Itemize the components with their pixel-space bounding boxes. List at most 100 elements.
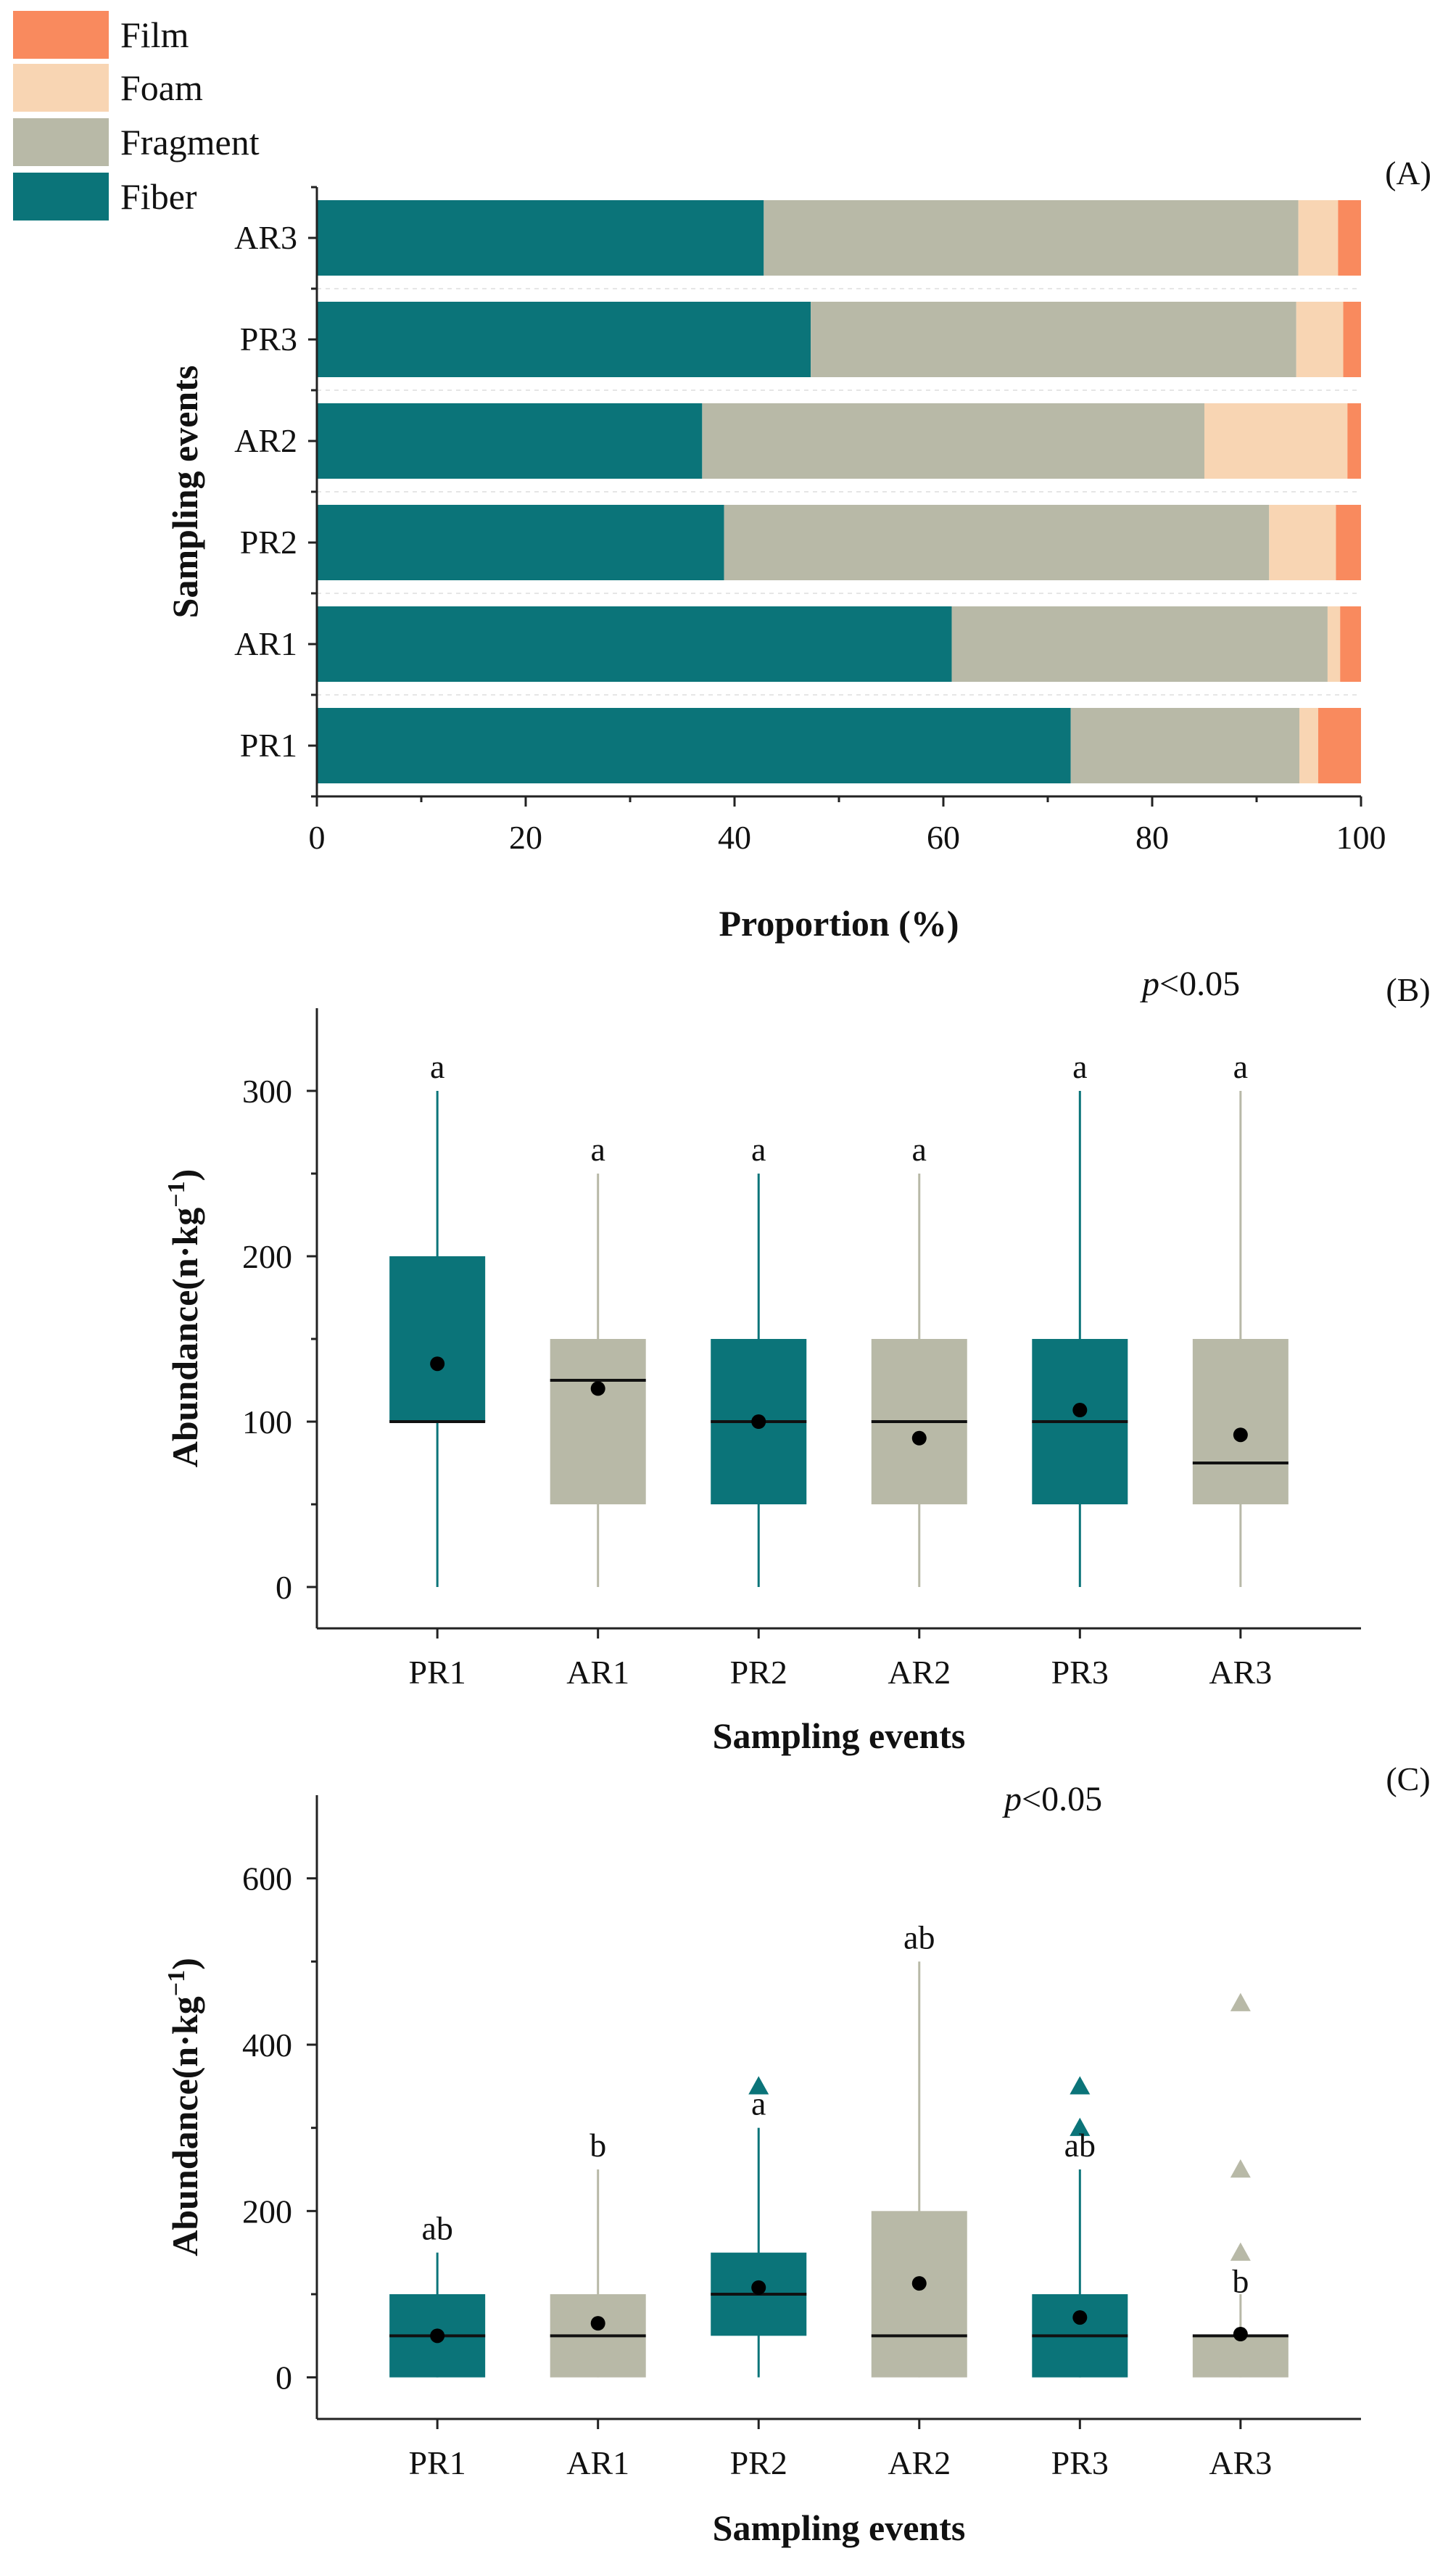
x-tick-label-60: 60 bbox=[927, 819, 960, 856]
y-tick-label-ar3: AR3 bbox=[234, 219, 297, 256]
bar-film-ar1 bbox=[1340, 606, 1361, 682]
bar-fiber-ar1 bbox=[317, 606, 952, 682]
significance-letter-pr2: a bbox=[751, 2085, 766, 2122]
box-ar3 bbox=[1192, 2336, 1289, 2378]
legend-label-fragment: Fragment bbox=[120, 122, 260, 162]
y-tick-label-0: 0 bbox=[276, 1569, 292, 1606]
mean-dot-ar1 bbox=[590, 1381, 605, 1396]
y-tick-label-ar2: AR2 bbox=[234, 422, 297, 459]
mean-dot-pr3 bbox=[1072, 1403, 1088, 1418]
bar-fragment-ar2 bbox=[702, 403, 1204, 479]
y-axis-title-b: Abundance(n·kg−1) bbox=[163, 1169, 205, 1468]
x-tick-label-40: 40 bbox=[718, 819, 751, 856]
mean-dot-pr1 bbox=[430, 1356, 445, 1372]
y-tick-label-200: 200 bbox=[242, 1238, 292, 1275]
x-tick-label-100: 100 bbox=[1336, 819, 1386, 856]
bar-foam-ar2 bbox=[1204, 403, 1348, 479]
legend-swatch-fiber bbox=[13, 173, 109, 220]
bar-film-pr3 bbox=[1343, 302, 1361, 377]
p-rest: <0.05 bbox=[1022, 1780, 1102, 1818]
box-pr1 bbox=[389, 1256, 486, 1422]
legend-swatch-film bbox=[13, 11, 109, 59]
outlier-marker-ar3 bbox=[1230, 2159, 1251, 2178]
bar-fiber-pr1 bbox=[317, 708, 1071, 783]
y-tick-label-ar1: AR1 bbox=[234, 625, 297, 662]
mean-dot-ar2 bbox=[911, 2276, 927, 2291]
outlier-marker-pr3 bbox=[1070, 2117, 1091, 2136]
x-tick-label-pr2: PR2 bbox=[730, 2444, 787, 2481]
y-axis-title-close: ) bbox=[165, 1958, 205, 1970]
bar-foam-pr3 bbox=[1296, 302, 1344, 377]
p-value-annotation-b: p<0.05 bbox=[1140, 965, 1240, 1003]
y-tick-label-100: 100 bbox=[242, 1404, 292, 1440]
outlier-marker-pr3 bbox=[1070, 2076, 1091, 2095]
box-ar1 bbox=[550, 1339, 646, 1504]
panel-label-c: (C) bbox=[1386, 1760, 1430, 1797]
y-axis-title-superscript: −1 bbox=[163, 1181, 190, 1207]
box-ar2 bbox=[871, 2211, 967, 2378]
y-axis-title-superscript: −1 bbox=[163, 1970, 190, 1996]
legend-label-fiber: Fiber bbox=[120, 176, 197, 217]
bar-fragment-pr3 bbox=[811, 302, 1296, 377]
panel-label-a: (A) bbox=[1385, 154, 1431, 191]
significance-letter-ar1: b bbox=[590, 2127, 606, 2164]
bar-film-pr2 bbox=[1336, 505, 1361, 580]
x-axis-title-b: Sampling events bbox=[713, 1715, 966, 1756]
significance-letter-pr3: a bbox=[1072, 1048, 1087, 1085]
y-tick-label-pr1: PR1 bbox=[240, 727, 297, 764]
x-tick-label-pr1: PR1 bbox=[409, 2444, 466, 2481]
mean-dot-pr3 bbox=[1072, 2310, 1088, 2325]
x-tick-label-ar1: AR1 bbox=[566, 2444, 629, 2481]
y-tick-label-200: 200 bbox=[242, 2193, 292, 2230]
y-tick-label-pr2: PR2 bbox=[240, 524, 297, 561]
mean-dot-ar3 bbox=[1233, 2327, 1248, 2342]
x-axis-title-a: Proportion (%) bbox=[719, 903, 959, 944]
outlier-marker-ar3 bbox=[1230, 1992, 1251, 2011]
p-italic: p bbox=[1002, 1780, 1022, 1818]
x-tick-label-0: 0 bbox=[309, 819, 326, 856]
outlier-marker-pr2 bbox=[748, 2076, 769, 2095]
p-italic: p bbox=[1140, 965, 1159, 1003]
mean-dot-pr1 bbox=[430, 2328, 445, 2344]
significance-letter-ar3: b bbox=[1232, 2262, 1249, 2299]
x-tick-label-ar3: AR3 bbox=[1209, 1654, 1272, 1691]
bar-fragment-ar3 bbox=[764, 200, 1299, 276]
x-tick-label-pr3: PR3 bbox=[1051, 2444, 1109, 2481]
significance-letter-ar2: ab bbox=[903, 1918, 935, 1955]
legend-label-foam: Foam bbox=[120, 67, 203, 108]
x-tick-label-80: 80 bbox=[1136, 819, 1169, 856]
x-tick-label-ar3: AR3 bbox=[1209, 2444, 1272, 2481]
y-axis-title-a: Sampling events bbox=[165, 366, 205, 619]
significance-letter-pr1: ab bbox=[421, 2210, 452, 2247]
mean-dot-pr2 bbox=[751, 1414, 766, 1429]
y-axis-title-base: Abundance(n·kg bbox=[165, 1208, 205, 1467]
bar-fragment-ar1 bbox=[951, 606, 1328, 682]
x-tick-label-20: 20 bbox=[509, 819, 542, 856]
bar-foam-ar1 bbox=[1327, 606, 1341, 682]
x-axis-title-c: Sampling events bbox=[713, 2507, 966, 2548]
outlier-marker-ar3 bbox=[1230, 2242, 1251, 2261]
p-value-annotation-c: p<0.05 bbox=[1002, 1780, 1102, 1818]
bar-fiber-pr2 bbox=[317, 505, 724, 580]
bar-foam-pr2 bbox=[1269, 505, 1336, 580]
significance-letter-pr2: a bbox=[751, 1131, 766, 1168]
box-ar3 bbox=[1192, 1339, 1289, 1504]
x-tick-label-ar2: AR2 bbox=[888, 1654, 951, 1691]
x-tick-label-pr1: PR1 bbox=[409, 1654, 466, 1691]
significance-letter-ar1: a bbox=[590, 1131, 605, 1168]
x-tick-label-ar1: AR1 bbox=[566, 1654, 629, 1691]
bar-film-ar3 bbox=[1338, 200, 1361, 276]
mean-dot-ar1 bbox=[590, 2316, 605, 2331]
bar-foam-pr1 bbox=[1299, 708, 1318, 783]
y-axis-title-base: Abundance(n·kg bbox=[165, 1996, 205, 2256]
legend-swatch-fragment bbox=[13, 118, 109, 166]
significance-letter-pr3: ab bbox=[1064, 2127, 1096, 2164]
bar-fiber-ar2 bbox=[317, 403, 703, 479]
significance-letter-ar2: a bbox=[912, 1131, 927, 1168]
x-tick-label-pr3: PR3 bbox=[1051, 1654, 1109, 1691]
panel-label-b: (B) bbox=[1386, 971, 1430, 1008]
y-axis-title-close: ) bbox=[165, 1169, 205, 1182]
y-tick-label-600: 600 bbox=[242, 1860, 292, 1897]
